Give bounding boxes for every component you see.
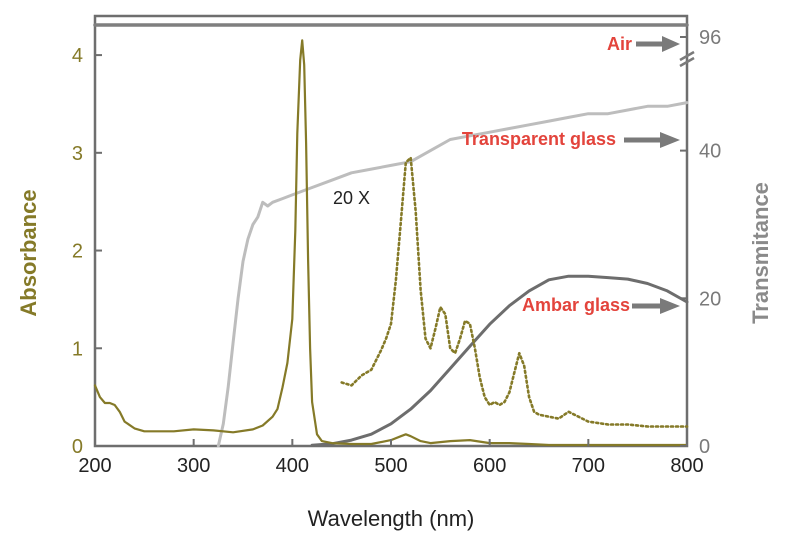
y-axis-title-right: Transmitance xyxy=(748,182,773,324)
arrow-ambar-glass xyxy=(632,298,680,314)
series-line-transparent-glass xyxy=(216,101,689,448)
y-left-tick-label: 3 xyxy=(72,143,83,165)
x-tick-label: 300 xyxy=(177,455,210,477)
y-left-tick-label: 0 xyxy=(72,436,83,458)
series-line-absorbance xyxy=(93,39,689,447)
y-right-tick-label: 20 xyxy=(699,288,721,310)
annotation-ambar-glass: Ambar glass xyxy=(522,295,630,315)
x-axis-title: Wavelength (nm) xyxy=(308,506,475,531)
x-tick-label: 800 xyxy=(670,455,703,477)
arrow-air xyxy=(636,36,680,52)
series-line-20-x xyxy=(340,156,689,428)
annotation-air: Air xyxy=(607,34,632,54)
y-axis-title-left: Absorbance xyxy=(16,189,41,316)
x-tick-label: 200 xyxy=(78,455,111,477)
annotation-20x: 20 X xyxy=(333,188,370,208)
y-right-tick-label: 0 xyxy=(699,436,710,458)
annotation-transparent-glass: Transparent glass xyxy=(462,129,616,149)
series-line-ambar-glass xyxy=(310,274,689,447)
y-left-tick-label: 4 xyxy=(72,45,83,67)
x-tick-label: 500 xyxy=(374,455,407,477)
x-tick-label: 400 xyxy=(276,455,309,477)
y-right-tick-label: 40 xyxy=(699,141,721,163)
axis-break-mark xyxy=(679,50,695,68)
x-tick-label: 700 xyxy=(572,455,605,477)
plot-frame xyxy=(93,14,689,448)
arrow-transparent-glass xyxy=(624,132,680,148)
series-layer xyxy=(93,23,689,448)
y-right-tick-label: 96 xyxy=(699,27,721,49)
x-tick-label: 600 xyxy=(473,455,506,477)
y-left-tick-label: 1 xyxy=(72,338,83,360)
y-left-tick-label: 2 xyxy=(72,241,83,263)
